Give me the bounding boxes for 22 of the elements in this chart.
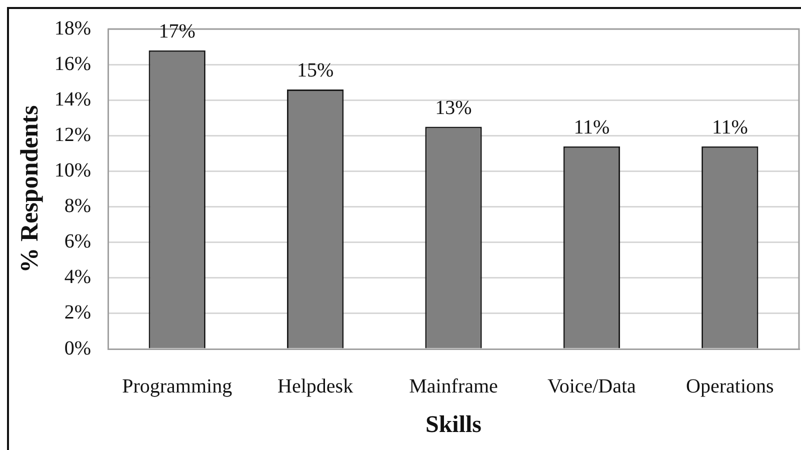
y-tick-label: 12% — [54, 124, 91, 146]
x-axis-title: Skills — [425, 412, 482, 438]
x-tick-label: Helpdesk — [278, 375, 354, 398]
data-label: 13% — [435, 97, 472, 120]
x-tick-label: Voice/Data — [547, 375, 636, 398]
y-axis-title: % Respondents — [16, 105, 44, 273]
data-label: 17% — [158, 20, 196, 43]
data-label: 11% — [712, 116, 748, 139]
x-tick-label: Operations — [686, 375, 774, 398]
y-tick-label: 16% — [54, 52, 91, 75]
y-tick-label: 18% — [54, 17, 91, 40]
y-tick-label: 4% — [64, 266, 91, 288]
y-tick-label: 14% — [54, 88, 91, 110]
data-label: 15% — [296, 60, 334, 82]
x-tick-label: Programming — [122, 375, 232, 398]
x-tick-label: Mainframe — [409, 375, 498, 398]
y-tick-label: 0% — [64, 337, 91, 360]
y-tick-label: 8% — [64, 195, 91, 218]
y-tick-label: 6% — [64, 230, 91, 253]
data-label: 11% — [574, 116, 610, 139]
y-tick-label: 10% — [54, 159, 91, 182]
y-tick-label: 2% — [64, 302, 91, 324]
